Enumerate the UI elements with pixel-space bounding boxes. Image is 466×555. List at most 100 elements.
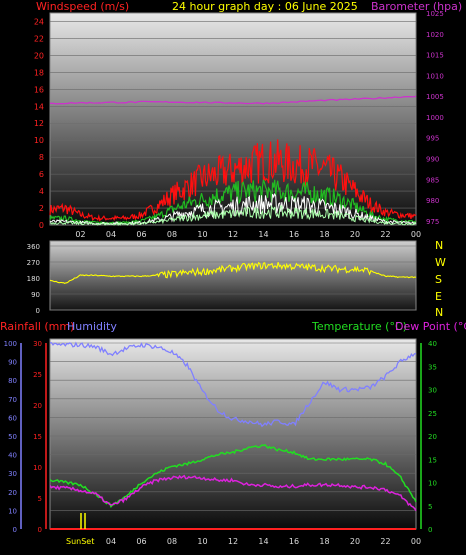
baro-tick-label-3: 990 — [426, 155, 439, 163]
direction-label-s: S — [435, 273, 442, 286]
baro-tick-label-9: 1020 — [426, 31, 444, 39]
wind-x-tick-10: 10 — [197, 230, 207, 239]
rain-tick-label-2: 10 — [33, 464, 42, 472]
wind-x-tick-06: 06 — [136, 230, 146, 239]
wind-x-tick-22: 22 — [380, 230, 390, 239]
humidity-tick-label-8: 80 — [8, 377, 17, 385]
direction-label-n-top: N — [435, 239, 443, 252]
humidity-tick-label-1: 10 — [8, 507, 17, 515]
humidity-tick-label-5: 50 — [8, 433, 17, 441]
temp-tick-label-1: 5 — [428, 503, 432, 511]
temp-x-tick-10: 10 — [197, 537, 207, 546]
barometer-line — [50, 95, 417, 105]
rainfall-axis-title: Rainfall (mm) — [0, 320, 74, 333]
temp-tick-label-7: 35 — [428, 363, 437, 371]
direction-tick-label-1: 90 — [31, 291, 40, 299]
baro-tick-label-8: 1015 — [426, 52, 444, 60]
temp-tick-label-3: 15 — [428, 456, 437, 464]
wind-tick-label-8: 16 — [34, 85, 44, 94]
baro-tick-label-6: 1005 — [426, 93, 444, 101]
wind-tick-label-5: 10 — [34, 136, 44, 145]
windspeed-axis-title: Windspeed (m/s) — [36, 0, 129, 13]
direction-tick-label-0: 0 — [36, 307, 40, 315]
dewpoint-line — [49, 474, 417, 512]
wind-x-tick-20: 20 — [350, 230, 360, 239]
temp-tick-label-4: 20 — [428, 433, 437, 441]
wind-min-line — [49, 204, 417, 227]
direction-tick-label-2: 180 — [27, 275, 40, 283]
temp-tick-label-2: 10 — [428, 480, 437, 488]
humidity-tick-label-0: 0 — [13, 526, 17, 534]
humidity-tick-label-3: 30 — [8, 470, 17, 478]
wind-x-tick-04: 04 — [106, 230, 116, 239]
baro-tick-label-2: 985 — [426, 176, 439, 184]
wind-tick-label-6: 12 — [34, 119, 44, 128]
direction-label-e: E — [435, 290, 442, 303]
temp-tick-label-6: 30 — [428, 387, 437, 395]
wind-tick-label-9: 18 — [34, 68, 44, 77]
wind-x-tick-02: 02 — [75, 230, 85, 239]
temp-x-tick-16: 16 — [289, 537, 299, 546]
direction-tick-label-3: 270 — [27, 259, 40, 267]
wind-tick-label-4: 8 — [39, 153, 44, 162]
temp-tick-label-8: 40 — [428, 340, 437, 348]
humidity-line — [49, 341, 417, 428]
humidity-tick-label-2: 20 — [8, 489, 17, 497]
wind-tick-label-11: 22 — [34, 34, 44, 43]
wind-tick-label-0: 0 — [39, 221, 44, 230]
rain-tick-label-6: 30 — [33, 340, 42, 348]
temperature-line — [49, 443, 417, 508]
humidity-tick-label-9: 90 — [8, 359, 17, 367]
wind-direction-line — [49, 261, 417, 285]
baro-tick-label-1: 980 — [426, 197, 439, 205]
wind-tick-label-3: 6 — [39, 170, 44, 179]
temp-x-tick-12: 12 — [228, 537, 238, 546]
temp-x-tick-18: 18 — [319, 537, 329, 546]
direction-label-w: W — [435, 256, 446, 269]
wind-tick-label-7: 14 — [34, 102, 44, 111]
humidity-tick-label-6: 60 — [8, 414, 17, 422]
temp-x-tick-04: 04 — [106, 537, 116, 546]
wind-panel-bg — [49, 12, 417, 226]
sunset-label: SunSet — [66, 537, 94, 546]
temperature-axis-title: Temperature (°C) — [311, 320, 407, 333]
temp-x-tick-14: 14 — [258, 537, 268, 546]
temp-x-tick-22: 22 — [380, 537, 390, 546]
temp-panel-bg — [49, 338, 417, 530]
temp-x-tick-00: 00 — [411, 537, 421, 546]
temp-x-tick-20: 20 — [350, 537, 360, 546]
baro-tick-label-10: 1025 — [426, 10, 444, 18]
humidity-axis-title: Humidity — [67, 320, 117, 333]
rain-tick-label-4: 20 — [33, 402, 42, 410]
humidity-tick-label-7: 70 — [8, 396, 17, 404]
wind-gust-line — [49, 139, 417, 222]
wind-tick-label-2: 4 — [39, 187, 44, 196]
graph-title: 24 hour graph day : 06 June 2025 — [172, 0, 358, 13]
barometer-axis-title: Barometer (hpa) — [371, 0, 462, 13]
direction-tick-label-4: 360 — [27, 243, 40, 251]
wind-x-tick-12: 12 — [228, 230, 238, 239]
dewpoint-axis-title: Dew Point (°C) — [395, 320, 466, 333]
temp-tick-label-5: 25 — [428, 410, 437, 418]
wind-x-tick-14: 14 — [258, 230, 268, 239]
baro-tick-label-7: 1010 — [426, 72, 444, 80]
wind-tick-label-12: 24 — [34, 17, 44, 26]
wind-tick-label-1: 2 — [39, 204, 44, 213]
baro-tick-label-5: 1000 — [426, 114, 444, 122]
temp-x-tick-08: 08 — [167, 537, 177, 546]
temp-tick-label-0: 0 — [428, 526, 432, 534]
wind-x-tick-18: 18 — [319, 230, 329, 239]
rain-tick-label-0: 0 — [38, 526, 42, 534]
rain-tick-label-5: 25 — [33, 371, 42, 379]
humidity-tick-label-10: 100 — [4, 340, 17, 348]
wind-average-line — [49, 179, 417, 225]
humidity-tick-label-4: 40 — [8, 452, 17, 460]
baro-tick-label-0: 975 — [426, 218, 439, 226]
rain-tick-label-3: 15 — [33, 433, 42, 441]
rain-tick-label-1: 5 — [38, 495, 42, 503]
wind-tick-label-10: 20 — [34, 51, 44, 60]
wind-x-tick-08: 08 — [167, 230, 177, 239]
baro-tick-label-4: 995 — [426, 135, 439, 143]
